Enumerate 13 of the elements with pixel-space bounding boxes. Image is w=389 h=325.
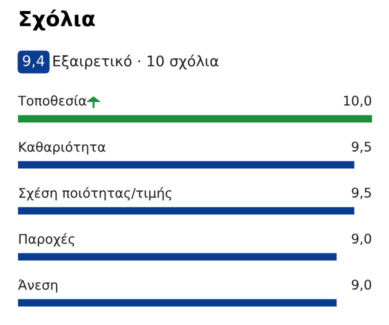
data-label: 9,5 [352, 142, 371, 153]
chart-title: Σχόλια [20, 10, 95, 30]
text: 9,4 [22, 55, 44, 68]
y-tick-label: Σχέση ποιότητας/τιμής [19, 187, 172, 200]
y-tick-label: Τοποθεσία [18, 94, 86, 106]
data-label: 10,0 [344, 96, 372, 107]
y-tick-label: Άνεση [18, 279, 58, 292]
data-label: 9,0 [352, 234, 372, 245]
data-label: 9,5 [352, 188, 371, 199]
y-tick-label: Καθαριότητα [19, 141, 106, 154]
text: Εξαιρετικό · 10 σχόλια [53, 54, 218, 70]
data-label: 9,0 [352, 280, 372, 291]
y-tick-label: Παροχές [19, 233, 74, 246]
